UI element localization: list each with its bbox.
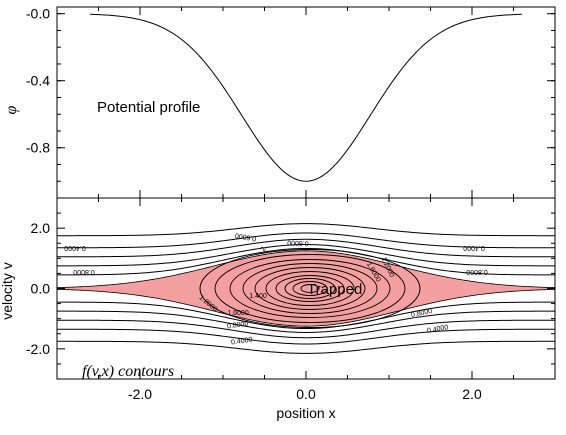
contour-label: 0.4000	[463, 244, 485, 251]
y-tick-label: 0.0	[31, 281, 51, 297]
passing-contour	[56, 310, 556, 333]
bottom-panel: -2.0 0.0 2.0 2.0 0.0 -2.0 0.4000 0.6000 0.80…	[0, 197, 556, 421]
passing-contour	[57, 340, 555, 354]
contour-label: 0.4000	[64, 244, 86, 251]
passing-contour	[56, 328, 556, 345]
passing-contour	[57, 319, 555, 339]
trapped-contour	[300, 284, 320, 293]
bottom-x-ticks: -2.0 0.0 2.0	[56, 198, 556, 402]
y-tick-label: -0.0	[26, 6, 50, 22]
passing-contour	[56, 244, 556, 267]
passing-contour	[57, 238, 555, 258]
trapped-contour	[284, 278, 336, 299]
contour-label: 0.6000	[234, 231, 256, 242]
bottom-ylabel: velocity v	[0, 262, 15, 320]
passing-contour	[56, 232, 556, 249]
passing-contour	[56, 301, 556, 330]
contour-label: 0.6000	[287, 239, 309, 247]
trapped-label: Trapped	[307, 281, 362, 298]
trapped-contour	[242, 263, 378, 314]
trapped-contour	[254, 267, 366, 310]
contour-label: 2	[260, 246, 268, 253]
bottom-y-ticks: 2.0 0.0 -2.0	[26, 197, 555, 380]
passing-contours	[56, 223, 556, 354]
trapped-contour	[229, 259, 391, 318]
contour-label: 1.400	[249, 293, 267, 300]
y-tick-label: 2.0	[31, 220, 51, 236]
y-tick-label: -2.0	[26, 341, 50, 357]
contour-label: 0.4000	[427, 324, 449, 335]
contours-annotation: f(v,x) contours	[82, 363, 174, 380]
contour-label: 1.6000	[227, 310, 249, 317]
potential-annotation: Potential profile	[97, 99, 200, 116]
x-tick-label: 0.0	[296, 386, 316, 402]
trapped-contour	[275, 275, 345, 302]
top-panel: -0.0 -0.4 -0.8 φ Potential profile	[3, 6, 556, 199]
potential-curve	[90, 13, 522, 182]
trapped-contour	[214, 254, 406, 323]
contour-label: 0.8000	[410, 308, 433, 319]
trapped-contour	[265, 271, 355, 306]
passing-contour	[57, 223, 555, 237]
y-tick-label: -0.4	[26, 73, 50, 89]
contour-label: 0.8000	[466, 268, 488, 275]
trapped-region	[56, 250, 556, 327]
trapped-contours	[199, 249, 421, 328]
contour-label: 0.8000	[227, 321, 249, 331]
passing-contour	[56, 247, 556, 276]
bottom-xlabel: position x	[276, 405, 335, 421]
top-ylabel: φ	[3, 105, 20, 114]
trapped-contour	[199, 249, 421, 328]
x-tick-label: 2.0	[462, 386, 482, 402]
top-y-ticks: -0.0 -0.4 -0.8	[26, 6, 556, 198]
contour-label: 0.4000	[231, 337, 253, 347]
contour-label: 0.8000	[73, 268, 95, 275]
trapped-contour	[292, 281, 328, 296]
y-tick-label: -0.8	[26, 140, 50, 156]
x-tick-label: -2.0	[128, 386, 152, 402]
